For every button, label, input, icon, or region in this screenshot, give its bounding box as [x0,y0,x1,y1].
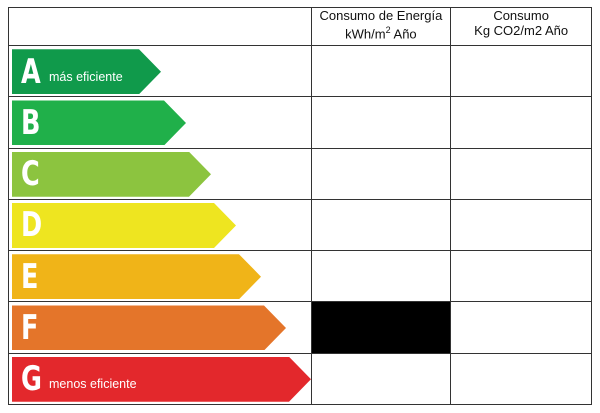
rating-letter: C [21,154,40,195]
rating-letter: A [21,51,41,92]
energy-label-table: Consumo de Energía kWh/m2 Año Consumo Kg… [8,6,592,406]
energy-consumption-header: Consumo de Energía kWh/m2 Año [310,6,452,47]
co2-value-cell [450,45,592,98]
energy-header-line1: Consumo de Energía [319,8,443,23]
rating-letter: B [21,102,41,143]
rating-note: más eficiente [49,69,123,84]
rating-arrow-shape: F [12,305,286,350]
co2-header-line1: Consumo [493,8,549,23]
energy-value-cell [310,198,452,252]
co2-consumption-header: Consumo Kg CO2/m2 Año [450,6,592,47]
rating-arrow-shape: C [12,152,211,197]
energy-value-cell [310,147,452,200]
rating-cell: B [8,96,312,149]
rating-letter: G [21,359,42,400]
energy-value-cell [310,45,452,98]
rating-cell: C [8,147,312,200]
rating-row-d: D [8,198,592,252]
co2-value-cell [450,250,592,303]
header-empty-cell [8,6,312,47]
rating-note: menos eficiente [49,377,137,392]
rating-cell: E [8,250,312,303]
rating-row-e: E [8,250,592,303]
rating-row-b: B [8,96,592,149]
energy-value-cell [310,352,452,406]
co2-header-line2: Kg CO2/m2 Año [474,23,569,38]
co2-value-cell [450,147,592,200]
rating-row-f: F [8,301,592,354]
rating-arrow-f: F [12,305,286,350]
rating-letter: E [21,256,39,297]
rating-cell: F [8,301,312,354]
energy-unit: kWh/m [345,26,386,42]
co2-value-cell [450,198,592,252]
rating-arrow-b: B [12,100,186,145]
co2-value-cell [450,352,592,406]
co2-value-cell [450,301,592,354]
rating-letter: D [21,205,43,246]
rating-letter: F [21,307,39,348]
rating-cell: D [8,198,312,252]
energy-value-marker [310,301,452,354]
rating-arrow-e: E [12,254,261,299]
energy-unit-period: Año [390,26,417,42]
rating-arrow-shape: B [12,100,186,145]
rating-row-c: C [8,147,592,200]
energy-header-line2: kWh/m2 Año [312,23,451,41]
rating-arrow-c: C [12,152,211,197]
energy-value-cell [310,96,452,149]
energy-value-cell [310,250,452,303]
co2-value-cell [450,96,592,149]
energy-unit-exponent: 2 [385,25,391,35]
header-row: Consumo de Energía kWh/m2 Año Consumo Kg… [8,6,592,47]
rating-arrow-shape: E [12,254,261,299]
rating-arrow-shape: D [12,203,236,248]
rating-arrow-d: D [12,203,236,248]
